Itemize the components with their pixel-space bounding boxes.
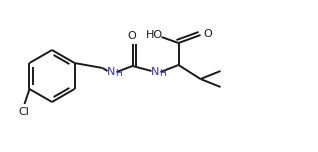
Text: O: O (127, 31, 136, 41)
Text: H: H (159, 69, 166, 78)
Text: N: N (151, 67, 160, 77)
Text: Cl: Cl (18, 107, 29, 117)
Text: N: N (107, 67, 116, 77)
Text: H: H (115, 69, 122, 78)
Text: HO: HO (146, 30, 163, 40)
Text: O: O (203, 29, 212, 39)
